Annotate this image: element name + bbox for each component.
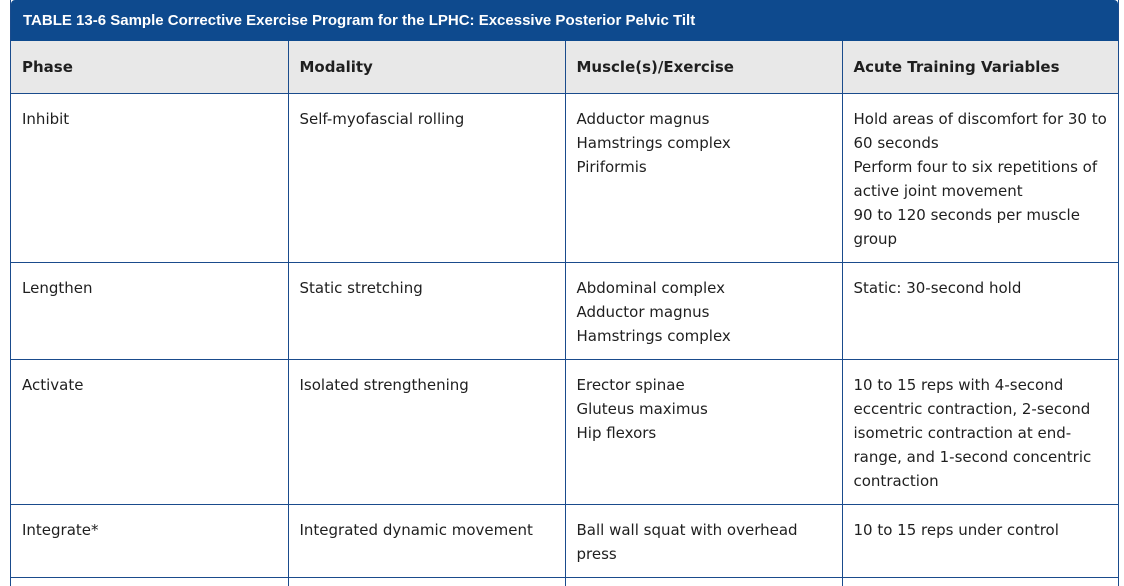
phase-cell: Integrate* <box>11 504 289 578</box>
muscle-item: Hamstrings complex <box>576 134 731 152</box>
empty-cell <box>11 577 289 586</box>
variable-item: 10 to 15 reps under control <box>853 521 1059 539</box>
table-row: Activate Isolated strengthening Erector … <box>11 359 1118 505</box>
header-muscles: Muscle(s)/Exercise <box>565 41 843 94</box>
variables-cell: 10 to 15 reps under control <box>842 504 1118 578</box>
table-row: Inhibit Self-myofascial rolling Adductor… <box>11 93 1118 263</box>
variable-item: Hold areas of discomfort for 30 to 60 se… <box>853 110 1107 152</box>
phase-cell: Inhibit <box>11 93 289 263</box>
muscle-item: Ball wall squat with overhead press <box>576 521 798 563</box>
muscle-item: Adductor magnus <box>576 110 710 128</box>
header-row: Phase Modality Muscle(s)/Exercise Acute … <box>11 41 1118 94</box>
modality-cell: Isolated strengthening <box>288 359 566 505</box>
variable-item: 90 to 120 seconds per muscle group <box>853 206 1080 248</box>
muscle-item: Hip flexors <box>576 424 657 442</box>
variable-item: Static: 30-second hold <box>853 279 1022 297</box>
header-modality: Modality <box>288 41 566 94</box>
table-title: TABLE 13-6 Sample Corrective Exercise Pr… <box>11 0 1118 41</box>
variables-cell: Hold areas of discomfort for 30 to 60 se… <box>842 93 1118 263</box>
phase-cell: Activate <box>11 359 289 505</box>
modality-cell: Integrated dynamic movement <box>288 504 566 578</box>
variables-cell: Static: 30-second hold <box>842 262 1118 360</box>
empty-cell <box>842 578 1118 586</box>
modality-cell: Self-myofascial rolling <box>288 93 566 263</box>
muscle-item: Gluteus maximus <box>576 400 708 418</box>
exercise-program-table: Phase Modality Muscle(s)/Exercise Acute … <box>11 41 1118 586</box>
muscles-cell: Abdominal complex Adductor magnus Hamstr… <box>565 262 843 360</box>
modality-cell: Static stretching <box>288 262 566 360</box>
variable-item: Perform four to six repetitions of activ… <box>853 158 1098 200</box>
muscle-item: Hamstrings complex <box>576 327 731 345</box>
muscle-item: Adductor magnus <box>576 303 710 321</box>
muscles-cell: Adductor magnus Hamstrings complex Pirif… <box>565 93 843 263</box>
muscle-item: Abdominal complex <box>576 279 725 297</box>
table-row-partial <box>11 577 1118 586</box>
variable-item: 10 to 15 reps with 4-second eccentric co… <box>853 376 1092 490</box>
muscle-item: Piriformis <box>576 158 647 176</box>
table-container: TABLE 13-6 Sample Corrective Exercise Pr… <box>10 0 1119 586</box>
muscle-item: Erector spinae <box>576 376 685 394</box>
variables-cell: 10 to 15 reps with 4-second eccentric co… <box>842 359 1118 505</box>
muscles-cell: Ball wall squat with overhead press <box>565 504 843 578</box>
empty-cell <box>565 577 843 586</box>
header-variables: Acute Training Variables <box>842 41 1118 94</box>
header-phase: Phase <box>11 41 289 94</box>
table-row: Integrate* Integrated dynamic movement B… <box>11 504 1118 578</box>
empty-cell <box>288 577 566 586</box>
phase-cell: Lengthen <box>11 262 289 360</box>
table-row: Lengthen Static stretching Abdominal com… <box>11 262 1118 360</box>
muscles-cell: Erector spinae Gluteus maximus Hip flexo… <box>565 359 843 505</box>
